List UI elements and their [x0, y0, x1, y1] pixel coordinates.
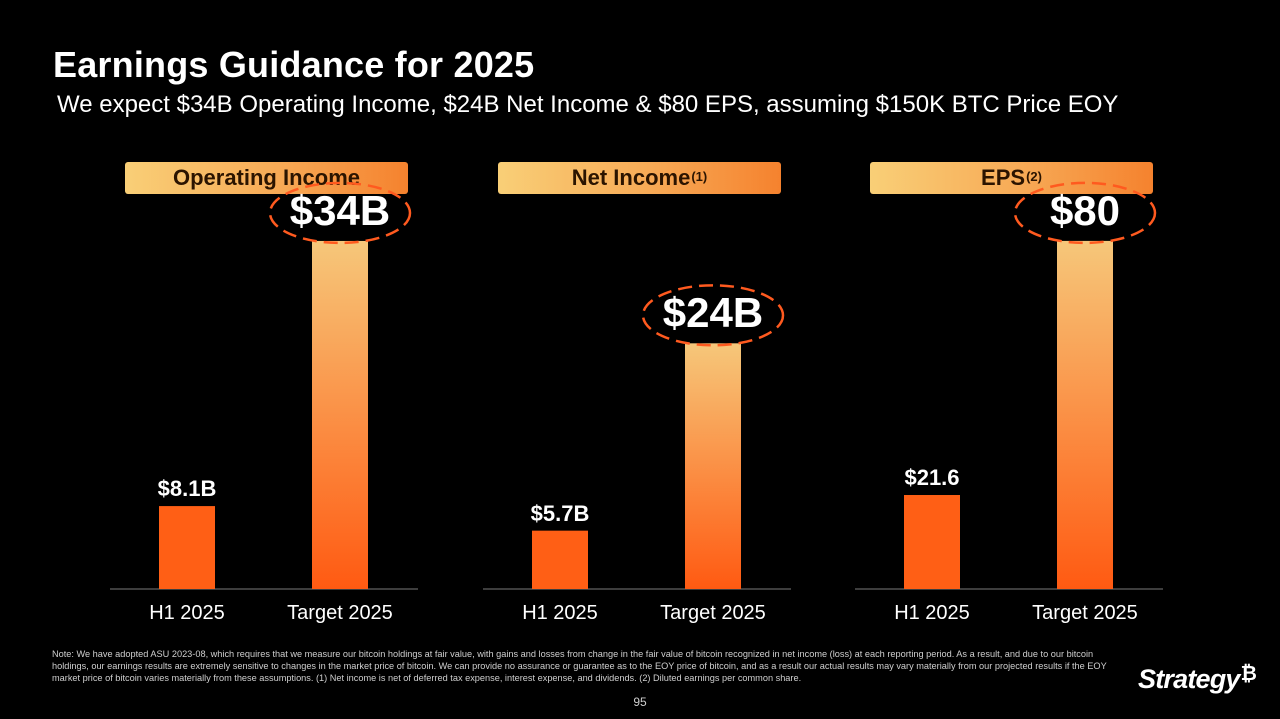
chart-title-text: Operating Income: [172, 165, 361, 190]
value-label-target: $80: [1049, 186, 1121, 234]
bar-chart: [483, 284, 791, 590]
value-label-target: $34B: [289, 186, 391, 234]
bar-target-2025: [685, 343, 741, 589]
value-label-target: $24B: [662, 289, 764, 337]
chart-title-footnote-ref: (2): [1026, 168, 1042, 184]
x-tick-label: Target 2025: [660, 602, 766, 624]
x-tick-label: H1 2025: [522, 602, 598, 624]
bar-chart: [110, 181, 418, 590]
page-subtitle: We expect $34B Operating Income, $24B Ne…: [57, 91, 1119, 118]
x-tick-label: Target 2025: [1032, 602, 1138, 624]
chart-title: Net Income (1): [498, 162, 781, 194]
highlight-ellipse: [641, 284, 785, 347]
strategy-logo: Strategy₿: [1138, 663, 1257, 695]
highlight-ellipse: [268, 181, 412, 245]
x-tick-label: H1 2025: [894, 602, 970, 624]
value-label-h1: $5.7B: [530, 500, 590, 526]
chart-title: Operating Income: [125, 162, 408, 194]
chart-title-footnote-ref: (1): [691, 168, 708, 184]
logo-text: Strategy: [1138, 664, 1240, 694]
chart-panel-1: Operating Income $8.1B H1 2025 $34B Target 2…: [110, 160, 418, 630]
value-label-h1: $21.6: [904, 465, 960, 490]
x-tick-label: Target 2025: [287, 602, 393, 624]
bitcoin-icon: ₿: [1240, 663, 1257, 685]
footnote: Note: We have adopted ASU 2023-08, which…: [52, 649, 1107, 684]
bar-chart: [855, 181, 1163, 590]
highlight-ellipse: [1013, 181, 1157, 245]
value-label-h1: $8.1B: [157, 476, 217, 502]
chart-title: EPS (2): [870, 162, 1153, 194]
page-title: Earnings Guidance for 2025: [53, 44, 535, 85]
chart-title-text: EPS: [981, 165, 1026, 190]
bar-h1-2025: [532, 530, 588, 589]
chart-title-text: Net Income: [571, 165, 691, 190]
bar-target-2025: [312, 240, 368, 589]
bar-h1-2025: [904, 495, 960, 589]
chart-panel-3: EPS (2) $21.6 H1 2025 $80 Target 2025: [855, 160, 1163, 630]
chart-panel-2: Net Income (1) $5.7B H1 2025 $24B Target 2025: [483, 160, 791, 630]
x-tick-label: H1 2025: [149, 602, 225, 624]
page-number: 95: [633, 695, 647, 709]
bar-target-2025: [1057, 240, 1113, 590]
bar-h1-2025: [159, 506, 215, 589]
